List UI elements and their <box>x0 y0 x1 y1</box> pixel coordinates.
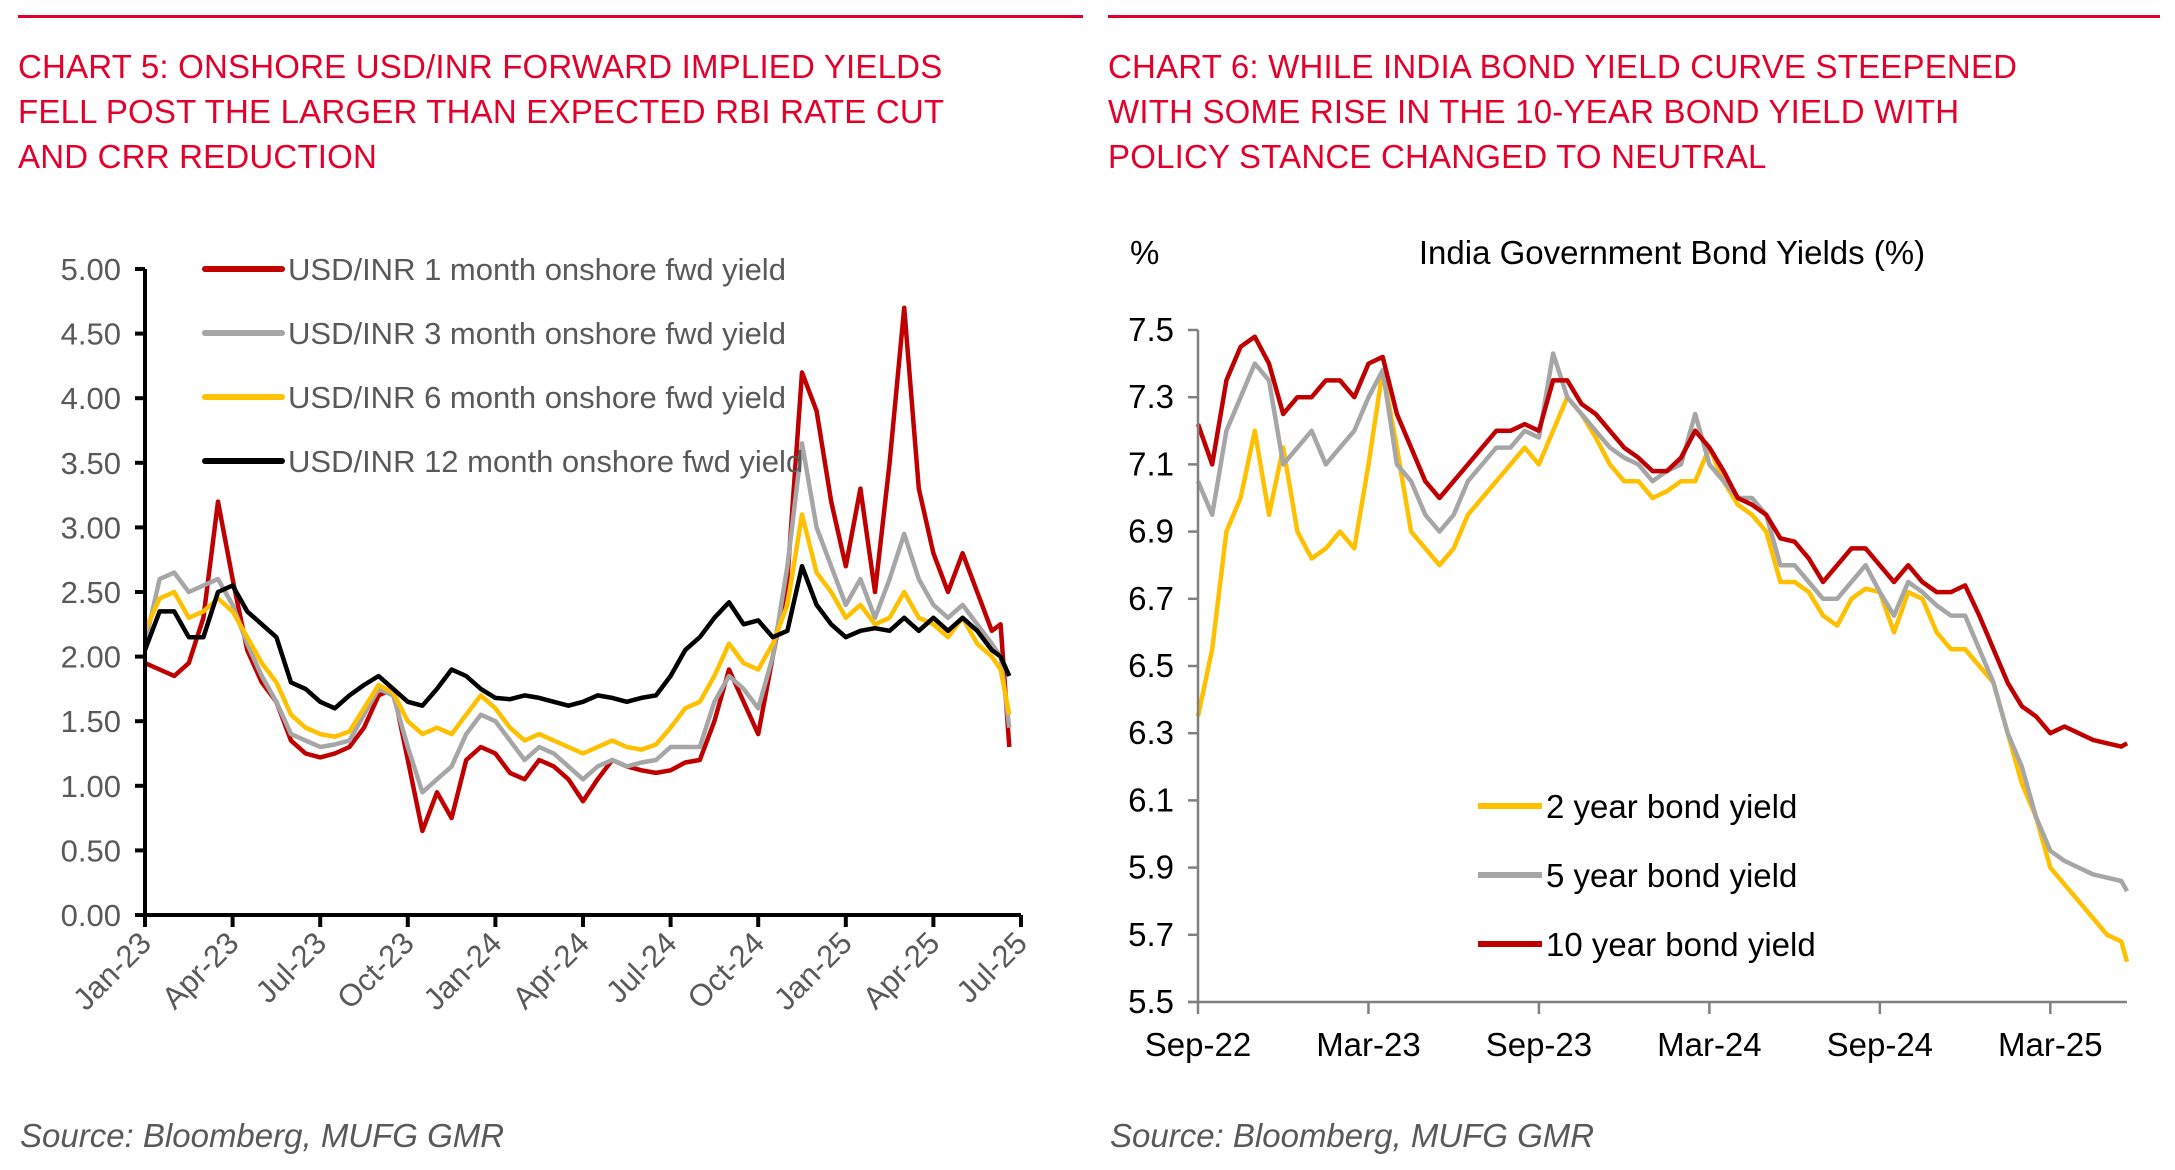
chart5-x-tick-label: Jul-25 <box>949 925 1033 1009</box>
chart6-top-rule <box>1108 15 2160 18</box>
chart5-x-tick-label: Oct-23 <box>330 925 421 1016</box>
chart6-title-line: WITH SOME RISE IN THE 10-YEAR BOND YIELD… <box>1108 93 1960 130</box>
chart6-y-tick-label: 5.7 <box>1128 916 1174 953</box>
chart6-source: Source: Bloomberg, MUFG GMR <box>1110 1117 1595 1154</box>
chart5-y-tick-label: 2.00 <box>61 640 121 675</box>
chart5-y-tick-label: 4.00 <box>61 381 121 416</box>
chart5-x-tick-label: Oct-24 <box>681 925 772 1016</box>
chart6-y-tick-label: 7.5 <box>1128 311 1174 348</box>
chart5-x-tick-label: Jan-23 <box>66 925 158 1017</box>
chart5-title-line: CHART 5: ONSHORE USD/INR FORWARD IMPLIED… <box>18 48 943 85</box>
chart6-x-tick-label: Mar-25 <box>1998 1026 2103 1063</box>
chart6-y-tick-label: 5.5 <box>1128 983 1174 1020</box>
chart5-x-tick-label: Jan-25 <box>767 925 859 1017</box>
chart6-plot-title: India Government Bond Yields (%) <box>1419 234 1925 271</box>
chart5-title-line: AND CRR REDUCTION <box>18 138 378 175</box>
chart6-title-line: CHART 6: WHILE INDIA BOND YIELD CURVE ST… <box>1108 48 2018 85</box>
chart5-legend-label-4: USD/INR 12 month onshore fwd yield <box>288 444 803 479</box>
chart6-legend-label-1: 2 year bond yield <box>1546 788 1797 825</box>
chart5-series-line-4 <box>142 563 1012 711</box>
chart5-top-rule <box>18 15 1083 18</box>
chart5-x-tick-label: Apr-24 <box>505 925 596 1016</box>
chart6-y-tick-label: 7.3 <box>1128 378 1174 415</box>
chart5-y-tick-label: 1.00 <box>61 769 121 804</box>
chart6-legend-label-3: 10 year bond yield <box>1546 926 1816 963</box>
chart6-y-tick-label: 7.1 <box>1128 445 1174 482</box>
chart6-y-tick-label: 6.5 <box>1128 647 1174 684</box>
chart6-x-tick-label: Sep-24 <box>1827 1026 1933 1063</box>
chart5-x-tick-label: Apr-23 <box>155 925 246 1016</box>
chart6-y-tick-label: 6.1 <box>1128 781 1174 818</box>
chart5-source: Source: Bloomberg, MUFG GMR <box>20 1117 505 1154</box>
chart6-title: CHART 6: WHILE INDIA BOND YIELD CURVE ST… <box>1108 44 2168 179</box>
chart5-y-tick-label: 4.50 <box>61 317 121 352</box>
chart6-x-tick-label: Sep-23 <box>1486 1026 1592 1063</box>
chart5-series-line-3 <box>142 512 1012 756</box>
chart5-x-tick-label: Jul-23 <box>249 925 333 1009</box>
chart6-y-unit-label: % <box>1130 234 1159 271</box>
chart6-legend-label-2: 5 year bond yield <box>1546 857 1797 894</box>
chart6-y-tick-label: 6.7 <box>1128 580 1174 617</box>
chart6-y-tick-label: 6.3 <box>1128 714 1174 751</box>
chart5-y-tick-label: 3.00 <box>61 510 121 545</box>
chart5-legend-label-1: USD/INR 1 month onshore fwd yield <box>288 252 786 287</box>
chart6-x-tick-label: Sep-22 <box>1145 1026 1251 1063</box>
chart5-y-tick-label: 1.50 <box>61 704 121 739</box>
chart5-y-tick-label: 2.50 <box>61 575 121 610</box>
chart5-series-line-2 <box>142 441 1012 795</box>
chart5-y-tick-label: 0.00 <box>61 898 121 933</box>
chart6-plot: 5.5 5.7 5.9 6.1 6.3 6.5 6.7 6.9 7.1 7.3 7.5 Sep-22 M… <box>1128 234 2130 1063</box>
chart6-x-tick-label: Mar-23 <box>1316 1026 1421 1063</box>
chart6-series-group <box>1195 334 2130 963</box>
chart5-series-group <box>142 305 1012 834</box>
chart6-y-tick-label: 6.9 <box>1128 513 1174 550</box>
chart6-title-line: POLICY STANCE CHANGED TO NEUTRAL <box>1108 138 1767 175</box>
chart6-series-line-3 <box>1195 334 2129 749</box>
chart5-plot: 0.00 0.50 1.00 1.50 2.00 2.50 3.00 3.50 4.00 4.50… <box>61 252 1034 1017</box>
chart5-legend-label-2: USD/INR 3 month onshore fwd yield <box>288 316 786 351</box>
chart5-y-tick-label: 0.50 <box>61 833 121 868</box>
chart5-y-tick-label: 3.50 <box>61 446 121 481</box>
chart5-legend-label-3: USD/INR 6 month onshore fwd yield <box>288 380 786 415</box>
chart6-y-tick-label: 5.9 <box>1128 849 1174 886</box>
chart5-y-tick-label: 5.00 <box>61 252 121 287</box>
chart5-title-line: FELL POST THE LARGER THAN EXPECTED RBI R… <box>18 93 945 130</box>
chart5-x-tick-label: Jul-24 <box>599 925 683 1009</box>
chart5-title: CHART 5: ONSHORE USD/INR FORWARD IMPLIED… <box>18 44 1098 179</box>
chart6-series-line-1 <box>1195 368 2130 963</box>
chart6-x-tick-label: Mar-24 <box>1657 1026 1762 1063</box>
chart5-series-line-1 <box>144 305 1012 834</box>
chart5-x-tick-label: Jan-24 <box>417 925 509 1017</box>
chart5-x-tick-label: Apr-25 <box>856 925 947 1016</box>
